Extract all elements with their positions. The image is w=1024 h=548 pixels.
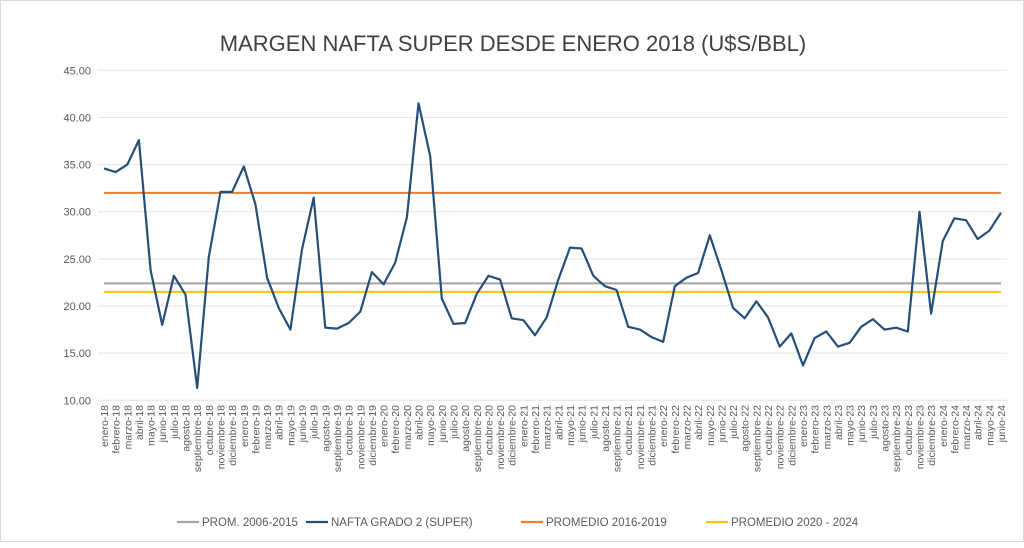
x-tick-label: septiembre-19 [332,405,344,472]
x-tick-label: febrero-22 [670,405,682,454]
legend-label: PROM. 2006-2015 [202,517,298,529]
x-tick-label: mayo-22 [705,405,717,446]
y-tick-label: 15.00 [63,348,91,360]
x-tick-label: mayo-23 [845,405,857,446]
x-tick-label: mayo-20 [425,405,437,446]
x-tick-label: marzo-21 [542,405,554,450]
x-tick-label: marzo-24 [961,405,973,450]
x-tick-label: marzo-22 [681,405,693,450]
x-tick-label: febrero-18 [111,405,123,454]
x-tick-label: junio-22 [716,405,728,444]
x-tick-label: noviembre-19 [355,405,367,469]
legend-label: PROMEDIO 2020 - 2024 [731,517,859,529]
x-tick-label: agosto-19 [320,405,332,452]
x-tick-label: mayo-24 [984,405,996,446]
x-tick-label: abril-21 [553,405,565,440]
x-tick-label: agosto-23 [880,405,892,452]
x-tick-label: septiembre-23 [891,405,903,472]
x-tick-label: abril-18 [134,405,146,440]
x-tick-label: agosto-21 [600,405,612,452]
x-tick-label: abril-22 [693,405,705,440]
x-tick-label: enero-21 [518,405,530,447]
x-tick-label: julio-19 [309,405,321,440]
x-tick-label: enero-23 [798,405,810,447]
x-tick-label: abril-24 [973,405,985,440]
x-tick-label: septiembre-18 [192,405,204,472]
x-tick-label: mayo-21 [565,405,577,446]
x-tick-label: diciembre-18 [227,405,239,466]
x-tick-label: septiembre-22 [751,405,763,472]
x-tick-label: octubre-22 [763,405,775,455]
y-tick-label: 35.00 [63,160,91,172]
x-tick-label: septiembre-20 [472,405,484,472]
x-tick-label: abril-20 [414,405,426,440]
x-tick-label: abril-23 [833,405,845,440]
x-tick-label: febrero-24 [949,405,961,454]
x-tick-label: febrero-20 [390,405,402,454]
y-tick-label: 20.00 [63,301,91,313]
x-tick-label: marzo-18 [122,405,134,450]
x-tick-label: abril-19 [274,405,286,440]
series-line-nafta [104,103,1001,388]
x-tick-label: diciembre-22 [786,405,798,466]
x-tick-label: diciembre-19 [367,405,379,466]
x-tick-label: octubre-23 [903,405,915,455]
x-tick-label: enero-22 [658,405,670,447]
x-tick-label: enero-24 [938,405,950,447]
x-tick-label: junio-23 [856,405,868,444]
y-tick-label: 40.00 [63,112,91,124]
x-tick-label: diciembre-23 [926,405,938,466]
x-tick-label: febrero-19 [250,405,262,454]
legend-label: NAFTA GRADO 2 (SUPER) [331,517,473,529]
x-tick-label: octubre-19 [344,405,356,455]
x-tick-label: marzo-23 [821,405,833,450]
x-tick-label: junio-18 [157,405,169,444]
x-tick-label: noviembre-23 [914,405,926,469]
chart-title: MARGEN NAFTA SUPER DESDE ENERO 2018 (U$S… [220,31,806,56]
x-tick-label: junio-20 [437,405,449,444]
y-tick-label: 45.00 [63,65,91,77]
x-tick-label: julio-18 [169,405,181,440]
x-tick-label: octubre-18 [204,405,216,455]
x-tick-label: febrero-21 [530,405,542,454]
x-tick-label: diciembre-20 [507,405,519,466]
x-tick-label: enero-19 [239,405,251,447]
x-tick-label: octubre-21 [623,405,635,455]
x-tick-label: julio-23 [868,405,880,440]
x-tick-label: agosto-20 [460,405,472,452]
y-tick-label: 10.00 [63,395,91,407]
x-tick-label: marzo-19 [262,405,274,450]
x-tick-label: mayo-19 [285,405,297,446]
x-tick-label: junio-19 [297,405,309,444]
x-tick-label: agosto-22 [740,405,752,452]
x-tick-label: agosto-18 [181,405,193,452]
x-tick-label: julio-22 [728,405,740,440]
x-tick-label: enero-18 [99,405,111,447]
y-tick-label: 25.00 [63,254,91,266]
x-tick-label: marzo-20 [402,405,414,450]
x-tick-label: febrero-23 [810,405,822,454]
x-tick-label: noviembre-21 [635,405,647,469]
x-tick-label: julio-21 [588,405,600,440]
x-tick-label: octubre-20 [483,405,495,455]
x-tick-label: julio-20 [448,405,460,440]
x-tick-label: junio-21 [577,405,589,444]
x-tick-label: septiembre-21 [612,405,624,472]
x-tick-label: noviembre-18 [215,405,227,469]
x-tick-label: mayo-18 [146,405,158,446]
x-tick-label: noviembre-22 [775,405,787,469]
legend-label: PROMEDIO 2016-2019 [546,517,667,529]
x-tick-label: junio-24 [996,405,1008,444]
x-tick-label: enero-20 [379,405,391,447]
x-tick-label: diciembre-21 [647,405,659,466]
x-tick-label: noviembre-20 [495,405,507,469]
y-tick-label: 30.00 [63,207,91,219]
